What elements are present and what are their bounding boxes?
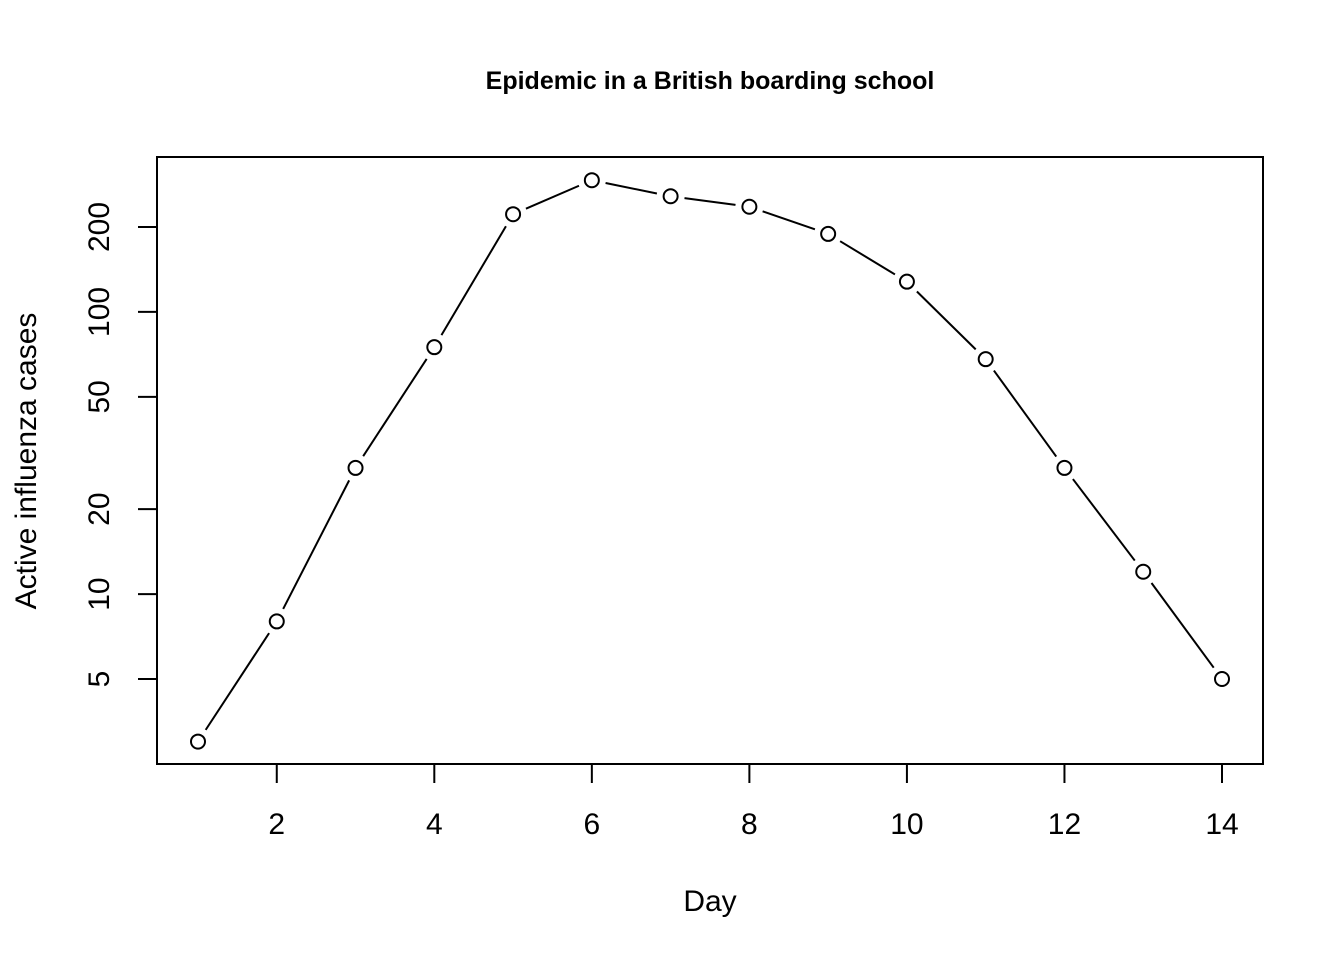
series-line-segment (916, 290, 977, 351)
y-tick-label: 10 (83, 577, 116, 610)
x-tick-label: 8 (741, 808, 758, 841)
series-line-segment (762, 210, 816, 231)
data-point (898, 273, 915, 290)
series-line-segment (440, 225, 507, 336)
y-tick-label: 100 (83, 287, 116, 337)
chart-title: Epidemic in a British boarding school (486, 67, 935, 95)
series-line-segment (525, 184, 580, 210)
y-tick-label: 20 (83, 492, 116, 525)
series-line-segment (1072, 478, 1136, 562)
y-tick-label: 50 (83, 380, 116, 413)
data-point (583, 172, 600, 189)
y-tick-label: 5 (83, 671, 116, 688)
x-tick-label: 10 (890, 808, 923, 841)
series-line-segment (204, 632, 270, 731)
y-axis-label: Active influenza cases (10, 313, 43, 610)
data-point (977, 351, 994, 368)
series-line-segment (362, 358, 428, 457)
series-line-segment (282, 479, 351, 610)
y-tick-label: 200 (83, 202, 116, 252)
x-tick-label: 2 (268, 808, 285, 841)
x-axis-label: Day (683, 885, 736, 918)
series-line-segment (605, 182, 658, 195)
series-layer (190, 172, 1230, 750)
data-point (190, 733, 206, 750)
data-point (505, 206, 522, 223)
data-point (1135, 563, 1152, 580)
data-point (1056, 459, 1073, 476)
x-tick-label: 6 (584, 808, 601, 841)
data-point (268, 613, 285, 630)
data-point (662, 188, 679, 205)
x-tick-label: 12 (1048, 808, 1081, 841)
data-point (426, 339, 443, 356)
series-line-segment (993, 369, 1058, 458)
x-tick-label: 14 (1205, 808, 1238, 841)
plot-frame (156, 156, 1264, 765)
series-line-segment (839, 240, 896, 276)
series-line-segment (1150, 582, 1215, 669)
data-point (741, 198, 758, 215)
data-point (820, 225, 837, 242)
series-line-segment (684, 197, 736, 206)
data-point (1214, 671, 1230, 687)
y-axis: 5 10 20 50 100 200 (83, 202, 158, 688)
x-tick-label: 4 (426, 808, 443, 841)
x-axis: 2 4 6 8 10 12 14 (268, 763, 1239, 841)
data-point (347, 459, 364, 476)
